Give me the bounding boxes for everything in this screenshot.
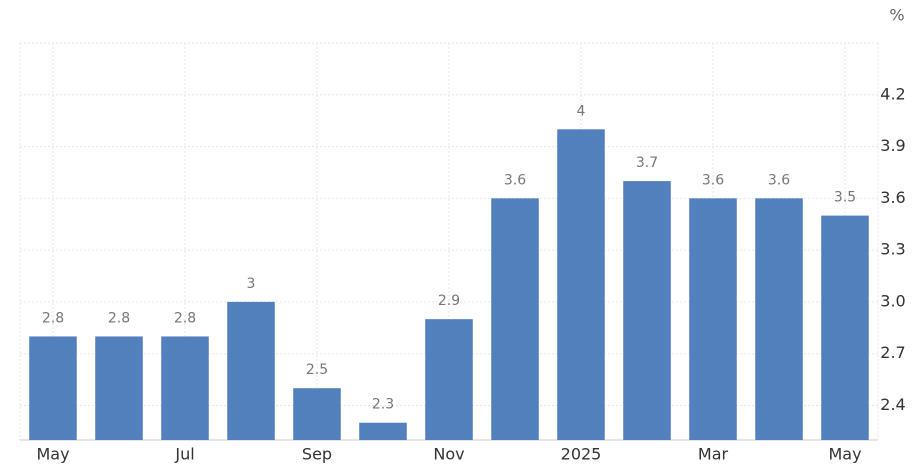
bar [557,129,605,440]
value-label: 2.9 [438,293,460,309]
bar [755,198,803,440]
y-tick-label: 2.7 [880,343,905,362]
value-label: 3 [247,276,256,292]
y-tick-label: 3.3 [880,240,905,259]
value-label: 2.5 [306,362,328,378]
bar [425,319,473,440]
bar [161,336,209,440]
x-tick-label: May [828,445,861,464]
value-label: 2.8 [42,310,64,326]
x-tick-label: Mar [698,445,729,464]
y-tick-label: 2.4 [880,395,905,414]
bar [491,198,539,440]
y-tick-label: 3.0 [880,291,905,310]
y-tick-label: 4.2 [880,84,905,103]
x-tick-label: 2025 [561,445,602,464]
value-label: 2.8 [174,310,196,326]
unit-label: % [889,6,904,25]
bar [689,198,737,440]
bar [821,215,869,440]
value-label: 2.3 [372,397,394,413]
value-label: 3.7 [636,155,658,171]
bar [227,301,275,440]
value-label: 2.8 [108,310,130,326]
value-label: 3.6 [702,172,724,188]
bar [623,181,671,440]
x-tick-label: Nov [433,445,464,464]
y-tick-label: 3.9 [880,136,905,155]
bar [29,336,77,440]
value-label: 4 [577,103,586,119]
value-label: 3.6 [768,172,790,188]
x-tick-label: Jul [174,445,194,464]
y-tick-label: 3.6 [880,188,905,207]
x-tick-label: Sep [302,445,332,464]
value-label: 3.6 [504,172,526,188]
value-label: 3.5 [834,190,856,206]
bar [95,336,143,440]
bar [293,388,341,440]
bar [359,422,407,440]
x-tick-label: May [36,445,69,464]
